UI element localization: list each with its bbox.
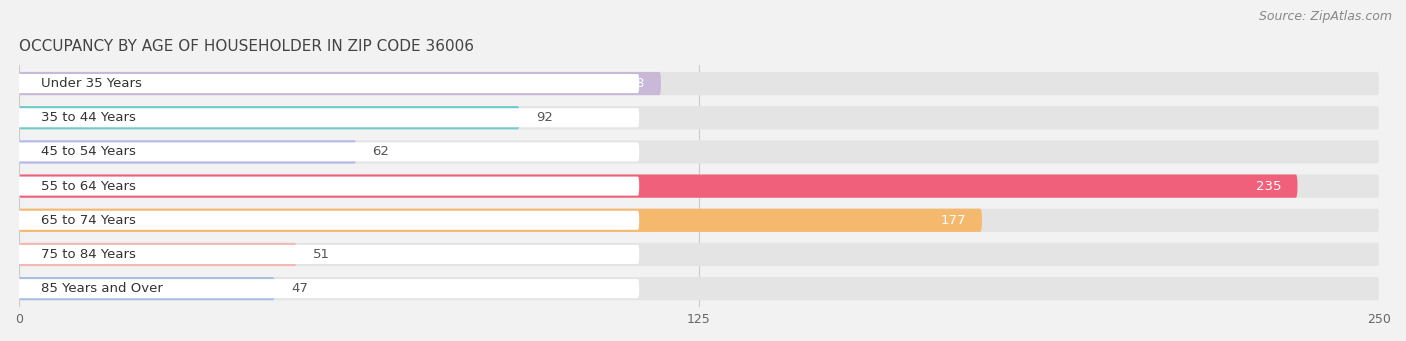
FancyBboxPatch shape [20, 209, 981, 232]
FancyBboxPatch shape [20, 106, 1379, 129]
FancyBboxPatch shape [20, 140, 356, 164]
FancyBboxPatch shape [20, 106, 519, 129]
Text: 55 to 64 Years: 55 to 64 Years [41, 180, 135, 193]
Text: OCCUPANCY BY AGE OF HOUSEHOLDER IN ZIP CODE 36006: OCCUPANCY BY AGE OF HOUSEHOLDER IN ZIP C… [20, 39, 474, 54]
Text: 118: 118 [619, 77, 644, 90]
FancyBboxPatch shape [20, 243, 1379, 266]
FancyBboxPatch shape [14, 108, 640, 127]
FancyBboxPatch shape [14, 279, 640, 298]
FancyBboxPatch shape [14, 74, 640, 93]
Text: 235: 235 [1256, 180, 1281, 193]
Text: 92: 92 [536, 111, 553, 124]
FancyBboxPatch shape [14, 211, 640, 230]
FancyBboxPatch shape [20, 175, 1379, 198]
Text: 62: 62 [373, 145, 389, 159]
Text: 75 to 84 Years: 75 to 84 Years [41, 248, 135, 261]
Text: Source: ZipAtlas.com: Source: ZipAtlas.com [1258, 10, 1392, 23]
FancyBboxPatch shape [20, 277, 1379, 300]
Text: Under 35 Years: Under 35 Years [41, 77, 142, 90]
Text: 85 Years and Over: 85 Years and Over [41, 282, 163, 295]
FancyBboxPatch shape [14, 177, 640, 196]
FancyBboxPatch shape [14, 245, 640, 264]
FancyBboxPatch shape [20, 277, 274, 300]
Text: 65 to 74 Years: 65 to 74 Years [41, 214, 135, 227]
FancyBboxPatch shape [20, 243, 297, 266]
Text: 177: 177 [941, 214, 966, 227]
FancyBboxPatch shape [14, 143, 640, 161]
FancyBboxPatch shape [20, 209, 1379, 232]
Text: 51: 51 [312, 248, 330, 261]
FancyBboxPatch shape [20, 175, 1298, 198]
Text: 47: 47 [291, 282, 308, 295]
FancyBboxPatch shape [20, 72, 1379, 95]
FancyBboxPatch shape [20, 140, 1379, 164]
Text: 35 to 44 Years: 35 to 44 Years [41, 111, 135, 124]
FancyBboxPatch shape [20, 72, 661, 95]
Text: 45 to 54 Years: 45 to 54 Years [41, 145, 135, 159]
